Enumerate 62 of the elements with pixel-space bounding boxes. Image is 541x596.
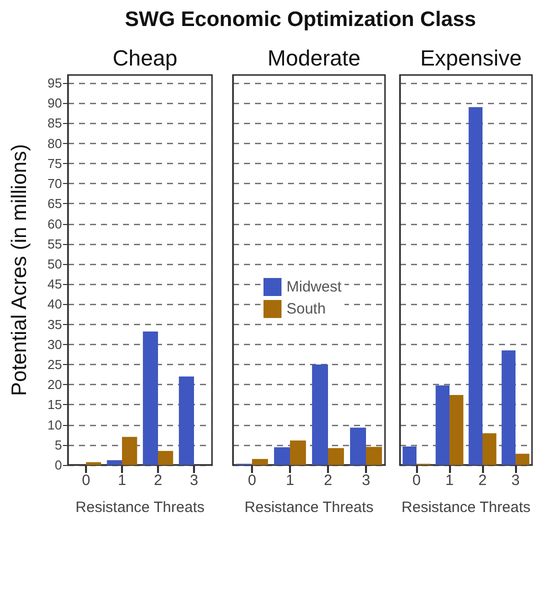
- bar: [366, 446, 382, 465]
- x-tick-label: 2: [154, 472, 162, 489]
- y-tick-label: 25: [48, 356, 62, 372]
- text: SWG Economic Optimization Class: [124, 8, 478, 32]
- y-tick-label: 0: [54, 458, 62, 472]
- x-axis-title: Resistance Threats: [244, 499, 374, 516]
- y-tick-label: 50: [48, 256, 62, 272]
- bar: [122, 436, 138, 465]
- bar: [178, 376, 194, 465]
- chart-title: Cheap: [112, 46, 178, 70]
- y-tick-label: 35: [48, 316, 62, 332]
- legend-label: South: [286, 300, 326, 318]
- x-tick-label: 1: [118, 472, 126, 489]
- y-tick-label: 90: [48, 96, 62, 111]
- y-tick-label: 30: [48, 336, 62, 352]
- x-tick-label: 2: [478, 472, 487, 489]
- x-tick-label: 2: [324, 472, 332, 489]
- y-tick-label: 20: [48, 377, 62, 392]
- y-tick-label: 10: [48, 417, 62, 432]
- bar: [450, 395, 464, 465]
- bar: [142, 332, 158, 465]
- x-tick-label: 0: [412, 472, 421, 489]
- bar: [328, 448, 344, 465]
- bar: [482, 433, 496, 465]
- bar: [274, 447, 290, 465]
- y-tick-label: 45: [48, 276, 62, 292]
- y-axis-title: Potential Acres (in millions): [8, 144, 31, 396]
- y-tick-label: 75: [48, 156, 62, 171]
- x-tick-label: 0: [82, 472, 90, 489]
- x-tick-label: 3: [362, 472, 370, 489]
- y-tick-label: 65: [48, 196, 62, 212]
- x-axis-title: Resistance Threats: [76, 499, 204, 516]
- bar: [516, 454, 530, 465]
- bar: [252, 458, 268, 465]
- x-axis-title: Resistance Threats: [402, 499, 530, 516]
- x-tick-label: 3: [511, 472, 520, 489]
- y-tick-label: 60: [48, 216, 62, 232]
- chart-title: Expensive: [420, 46, 522, 70]
- y-tick-label: 85: [48, 116, 62, 131]
- bar: [106, 460, 122, 465]
- x-tick-label: 3: [190, 472, 198, 489]
- bar: [402, 446, 416, 465]
- x-tick-label: 1: [286, 472, 294, 489]
- chart-title: Moderate: [268, 46, 360, 70]
- x-tick-label: 0: [248, 472, 256, 489]
- bar: [158, 450, 174, 465]
- y-tick-label: 80: [48, 136, 62, 151]
- y-tick-label: 70: [48, 176, 62, 192]
- y-tick-label: 40: [48, 296, 62, 312]
- y-tick-label: 15: [48, 397, 62, 412]
- bar: [312, 364, 328, 465]
- bar: [86, 462, 102, 465]
- y-tick-label: 95: [48, 76, 62, 91]
- x-tick-label: 1: [445, 472, 454, 489]
- bar: [350, 428, 366, 465]
- legend-label: Midwest: [286, 278, 342, 296]
- bar: [436, 385, 450, 465]
- y-tick-label: 5: [54, 437, 62, 452]
- bar: [502, 350, 516, 465]
- y-tick-label: 55: [48, 236, 62, 252]
- bar: [468, 107, 482, 465]
- bar: [290, 440, 306, 465]
